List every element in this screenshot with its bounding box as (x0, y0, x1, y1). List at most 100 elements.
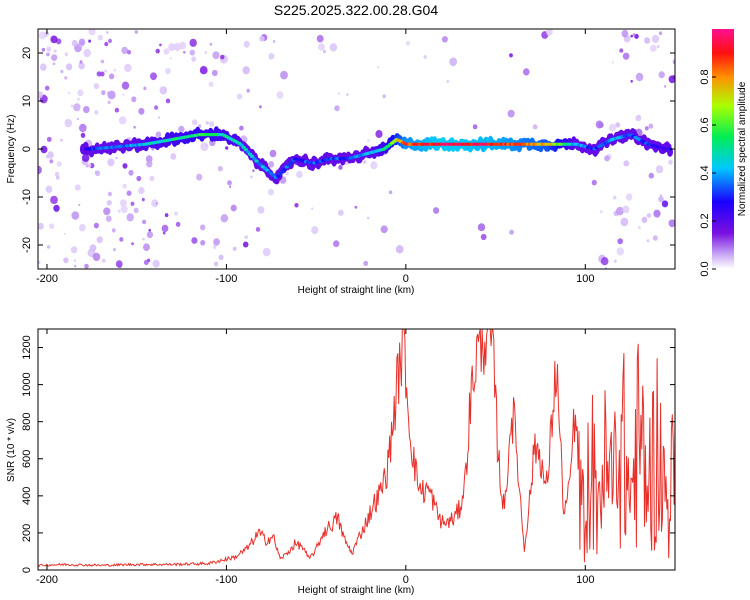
spectrogram-cell (115, 156, 118, 160)
spectrogram-cell (608, 123, 617, 132)
colorbar: 0.0 0.2 0.4 0.6 0.8 Normalized spectral ampl… (699, 29, 748, 277)
spectrogram-cell (213, 238, 221, 246)
spectrogram-cell (318, 43, 325, 51)
spectrogram-cell (63, 257, 69, 264)
spectrogram-cell (107, 191, 112, 197)
spectrogram-cell (204, 51, 208, 54)
spectrogram-cell (658, 31, 663, 36)
spectrogram-cell (337, 209, 344, 216)
spectrogram-cell (83, 48, 91, 58)
spectrogram-cell (168, 43, 176, 51)
spectrogram-cell (625, 193, 633, 201)
spectrogram-cell (242, 241, 249, 248)
spectrogram-cell (46, 52, 50, 57)
spectrogram-cell (509, 53, 513, 58)
spectrogram-cell (278, 172, 283, 176)
spectrogram-cell (56, 161, 62, 167)
spectrogram-cell (205, 121, 209, 125)
spectrogram-cell (635, 72, 644, 82)
spectrogram-cell (267, 188, 274, 196)
spectrogram-cell (152, 259, 160, 268)
spectrogram-cell (84, 263, 89, 269)
spectrogram-cell (44, 85, 50, 91)
colorbar-tick-label: 0.0 (699, 261, 711, 276)
spectrogram-cell (346, 93, 349, 96)
spectrogram-cell (211, 69, 218, 77)
spectrogram-cell (236, 93, 243, 100)
spectrogram-cell (370, 161, 378, 170)
spectrogram-cell (212, 244, 217, 249)
spectrogram-cell (252, 157, 257, 161)
spectrogram-cell (663, 85, 667, 88)
spectrogram-cell (178, 125, 185, 133)
spectrogram-cell (220, 214, 229, 223)
spectrogram-cell (94, 110, 99, 115)
snr-ytick-label: 200 (21, 524, 33, 542)
spectrogram-cell (107, 158, 115, 167)
spectrogram-cell (97, 34, 103, 41)
spectrogram-cell (52, 62, 56, 66)
spectrogram-cell (68, 91, 71, 95)
spectrogram-cell (76, 117, 79, 121)
spectrogram-cell (119, 199, 127, 207)
spectrogram-cell (668, 219, 675, 228)
spectrogram-cell (96, 71, 102, 77)
spectrogram-cell (111, 228, 116, 233)
spectrogram-cell (38, 222, 44, 230)
spectrogram-cell (146, 231, 153, 239)
spectrogram-cell (623, 160, 630, 167)
spectrogram-cell (433, 207, 440, 214)
spectrogram-cell (64, 118, 73, 128)
spectrogram-cell (600, 257, 609, 266)
spectrogram-ytick-label: 0 (21, 146, 33, 152)
spectrogram-cell (242, 66, 250, 75)
figure-title: S225.2025.322.00.28.G04 (274, 2, 438, 18)
spectrogram-cell (122, 183, 127, 189)
spectrogram-cell (39, 63, 47, 71)
snr-ytick-label: 1000 (21, 372, 33, 396)
spectrogram-cell (363, 260, 369, 267)
spectrogram-cell (243, 40, 250, 48)
spectrogram-cell (53, 204, 60, 212)
spectrogram-cell (611, 61, 614, 64)
spectrogram-cell (595, 120, 603, 129)
spectrogram-cell (41, 47, 46, 52)
spectrogram-cell (92, 252, 101, 262)
spectrogram-cell (619, 48, 624, 53)
snr-ytick-label: 400 (21, 487, 33, 505)
colorbar-tick-label: 0.4 (699, 165, 711, 180)
spectrogram-cell (641, 216, 648, 224)
spectrogram-cell (162, 231, 166, 235)
snr-plot-area (38, 329, 675, 570)
spectrogram-cell (367, 139, 370, 143)
spectrogram-cell (197, 124, 202, 129)
spectrogram-cell (130, 201, 135, 206)
spectrogram-cell (189, 49, 195, 56)
spectrogram-cell (133, 207, 139, 213)
spectrogram-cell (155, 131, 162, 138)
spectrogram-cell (163, 48, 170, 55)
spectrogram-cell (150, 72, 157, 81)
spectrogram-cell (334, 105, 340, 112)
spectrogram-cell (653, 209, 661, 218)
spectrogram-cell (55, 175, 60, 180)
spectrogram-cell (78, 62, 85, 70)
spectrogram-cell (284, 165, 289, 169)
spectrogram-cell (108, 73, 115, 80)
spectrogram-cell (118, 116, 127, 125)
spectrogram-cell (209, 121, 215, 127)
spectrogram-cell (64, 52, 69, 57)
spectrogram-cell (50, 35, 58, 44)
spectrogram-cell (60, 69, 64, 74)
spectrogram-cell (650, 44, 657, 52)
spectrogram-cell (131, 242, 134, 246)
spectrogram-cell (79, 224, 86, 232)
spectrogram-cell (64, 232, 66, 236)
spectrogram-cell (227, 180, 232, 186)
spectrogram-cell (613, 259, 617, 263)
spectrogram-cell (200, 224, 206, 231)
spectrogram-cell (259, 35, 265, 42)
spectrogram-cell (189, 38, 197, 47)
spectrogram-cell (311, 226, 319, 235)
